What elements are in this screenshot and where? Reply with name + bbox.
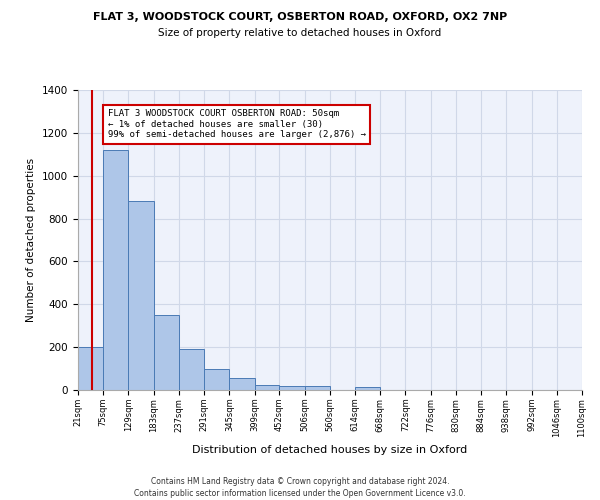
Text: FLAT 3 WOODSTOCK COURT OSBERTON ROAD: 50sqm
← 1% of detached houses are smaller : FLAT 3 WOODSTOCK COURT OSBERTON ROAD: 50… (108, 110, 366, 139)
Bar (103, 150, 128, 390)
Bar (280, 386, 305, 390)
Bar (154, 315, 179, 390)
Bar (355, 387, 380, 390)
Bar (179, 350, 204, 390)
Bar (305, 386, 330, 390)
Y-axis label: Number of detached properties: Number of detached properties (26, 158, 37, 322)
Bar (78, 347, 103, 390)
Text: Size of property relative to detached houses in Oxford: Size of property relative to detached ho… (158, 28, 442, 38)
Bar (229, 378, 254, 390)
Text: Contains HM Land Registry data © Crown copyright and database right 2024.
Contai: Contains HM Land Registry data © Crown c… (134, 476, 466, 498)
Bar (128, 202, 154, 390)
Text: FLAT 3, WOODSTOCK COURT, OSBERTON ROAD, OXFORD, OX2 7NP: FLAT 3, WOODSTOCK COURT, OSBERTON ROAD, … (93, 12, 507, 22)
Bar (204, 368, 229, 390)
Bar (254, 384, 280, 390)
X-axis label: Distribution of detached houses by size in Oxford: Distribution of detached houses by size … (193, 445, 467, 455)
